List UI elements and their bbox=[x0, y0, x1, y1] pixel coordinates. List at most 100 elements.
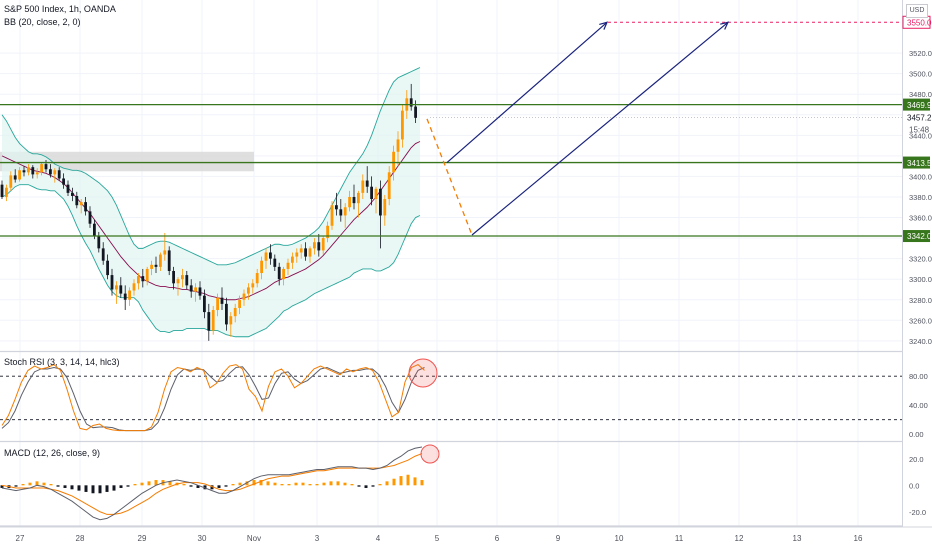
price-tick-3: 3300.0 bbox=[909, 275, 932, 284]
gridlines bbox=[0, 0, 903, 527]
macd-hist-40 bbox=[280, 484, 284, 486]
macd-tick-1: 0.0 bbox=[909, 481, 919, 490]
candle-body-19 bbox=[84, 202, 87, 212]
candle-body-46 bbox=[203, 295, 206, 313]
level-tag-2 bbox=[903, 230, 930, 243]
bb-lower-line bbox=[1, 184, 421, 338]
candle-body-87 bbox=[383, 199, 387, 216]
candle-body-77 bbox=[339, 209, 343, 216]
candle-body-85 bbox=[374, 188, 378, 200]
price-tick-10: 3440.0 bbox=[909, 131, 932, 140]
arrow-upper-line bbox=[446, 21, 608, 164]
candle-body-6 bbox=[27, 167, 30, 173]
candle-body-49 bbox=[216, 297, 219, 311]
macd-line bbox=[1, 446, 423, 521]
candle-body-3 bbox=[13, 175, 17, 180]
candle-body-2 bbox=[9, 175, 13, 188]
macd-hist-11 bbox=[77, 485, 81, 491]
time-tick-6: 4 bbox=[376, 534, 381, 543]
macd-hist-19 bbox=[133, 484, 137, 486]
candle-body-35 bbox=[154, 264, 158, 267]
candle-body-63 bbox=[277, 266, 281, 280]
price-tick-2: 3280.0 bbox=[909, 296, 932, 305]
time-tick-10: 10 bbox=[615, 534, 624, 543]
time-tick-3: 30 bbox=[198, 534, 207, 543]
macd-hist-43 bbox=[301, 482, 305, 486]
time-tick-0: 27 bbox=[16, 534, 25, 543]
candle-body-10 bbox=[44, 164, 48, 170]
resistance-zone bbox=[0, 151, 254, 172]
candle-body-94 bbox=[414, 106, 417, 118]
time-tick-9: 9 bbox=[556, 534, 561, 543]
macd-hist-33 bbox=[231, 484, 235, 486]
candle-body-31 bbox=[137, 276, 140, 284]
candle-body-4 bbox=[18, 170, 21, 180]
candle-body-79 bbox=[348, 196, 351, 208]
time-tick-13: 13 bbox=[793, 534, 802, 543]
candle-body-45 bbox=[198, 287, 202, 296]
candle-body-50 bbox=[220, 297, 224, 304]
macd-hist-26 bbox=[182, 484, 186, 486]
time-tick-8: 6 bbox=[495, 534, 500, 543]
candle-body-42 bbox=[185, 275, 189, 286]
candle-body-0 bbox=[0, 184, 4, 197]
candle-body-53 bbox=[233, 307, 237, 317]
candle-body-61 bbox=[269, 252, 272, 259]
candle-body-81 bbox=[357, 192, 360, 204]
time-tick-14: 16 bbox=[854, 534, 863, 543]
macd-hist-0 bbox=[0, 485, 4, 488]
candle-body-25 bbox=[110, 275, 114, 290]
macd-hist-38 bbox=[266, 481, 270, 486]
candle-body-88 bbox=[387, 172, 391, 200]
macd-legend[interactable]: MACD (12, 26, close, 9) bbox=[4, 448, 101, 458]
bb-legend[interactable]: BB (20, close, 2, 0) bbox=[4, 17, 81, 27]
macd-hist-7 bbox=[49, 484, 53, 486]
candle-body-71 bbox=[313, 242, 316, 249]
macd-hist-31 bbox=[217, 485, 221, 488]
macd-hist-48 bbox=[336, 481, 340, 486]
macd-tick-0: -20.0 bbox=[909, 508, 926, 517]
price-tick-1: 3260.0 bbox=[909, 316, 932, 325]
horizontal-levels: 3469.9 3413.5 3342.0 3550.0 3457.2 15:48 bbox=[0, 15, 932, 243]
candle-body-67 bbox=[295, 252, 299, 257]
projection-dash bbox=[426, 118, 473, 236]
candle-body-58 bbox=[255, 273, 259, 284]
macd-hist-56 bbox=[392, 478, 396, 486]
macd-hist-29 bbox=[203, 485, 207, 490]
candle-body-80 bbox=[352, 196, 356, 204]
macd-hist-6 bbox=[42, 482, 46, 486]
currency-badge[interactable]: USD bbox=[906, 4, 928, 18]
stoch-tick-0: 0.00 bbox=[909, 430, 924, 439]
candle-body-54 bbox=[238, 299, 241, 308]
level-label-2: 3342.0 bbox=[907, 232, 932, 241]
candle-body-24 bbox=[106, 260, 109, 276]
level-label-0: 3469.9 bbox=[907, 101, 932, 110]
time-tick-12: 12 bbox=[735, 534, 744, 543]
candle-body-1 bbox=[5, 187, 8, 197]
symbol-title[interactable]: S&P 500 Index, 1h, OANDA bbox=[4, 4, 116, 14]
stoch-legend[interactable]: Stoch RSI (3, 3, 14, 14, hlc3) bbox=[4, 357, 120, 367]
macd-hist-39 bbox=[273, 482, 277, 486]
macd-hist-49 bbox=[343, 482, 347, 486]
candle-body-82 bbox=[361, 180, 365, 193]
candle-body-7 bbox=[31, 167, 35, 175]
candle-body-66 bbox=[291, 256, 294, 263]
macd-hist-47 bbox=[329, 481, 333, 486]
candle-body-37 bbox=[163, 250, 167, 255]
macd-hist-37 bbox=[259, 480, 263, 486]
macd-hist-54 bbox=[378, 484, 382, 486]
candle-body-16 bbox=[71, 192, 74, 196]
macd-highlight-circle bbox=[420, 444, 440, 464]
candle-body-13 bbox=[57, 170, 61, 179]
macd-pane bbox=[0, 444, 440, 521]
macd-hist-55 bbox=[385, 481, 389, 486]
time-tick-5: 3 bbox=[315, 534, 320, 543]
candle-body-44 bbox=[194, 287, 197, 292]
macd-signal-line bbox=[1, 453, 423, 515]
candle-body-84 bbox=[370, 186, 373, 200]
macd-hist-13 bbox=[91, 485, 95, 494]
candle-body-28 bbox=[123, 293, 127, 300]
candle-body-12 bbox=[53, 170, 57, 175]
